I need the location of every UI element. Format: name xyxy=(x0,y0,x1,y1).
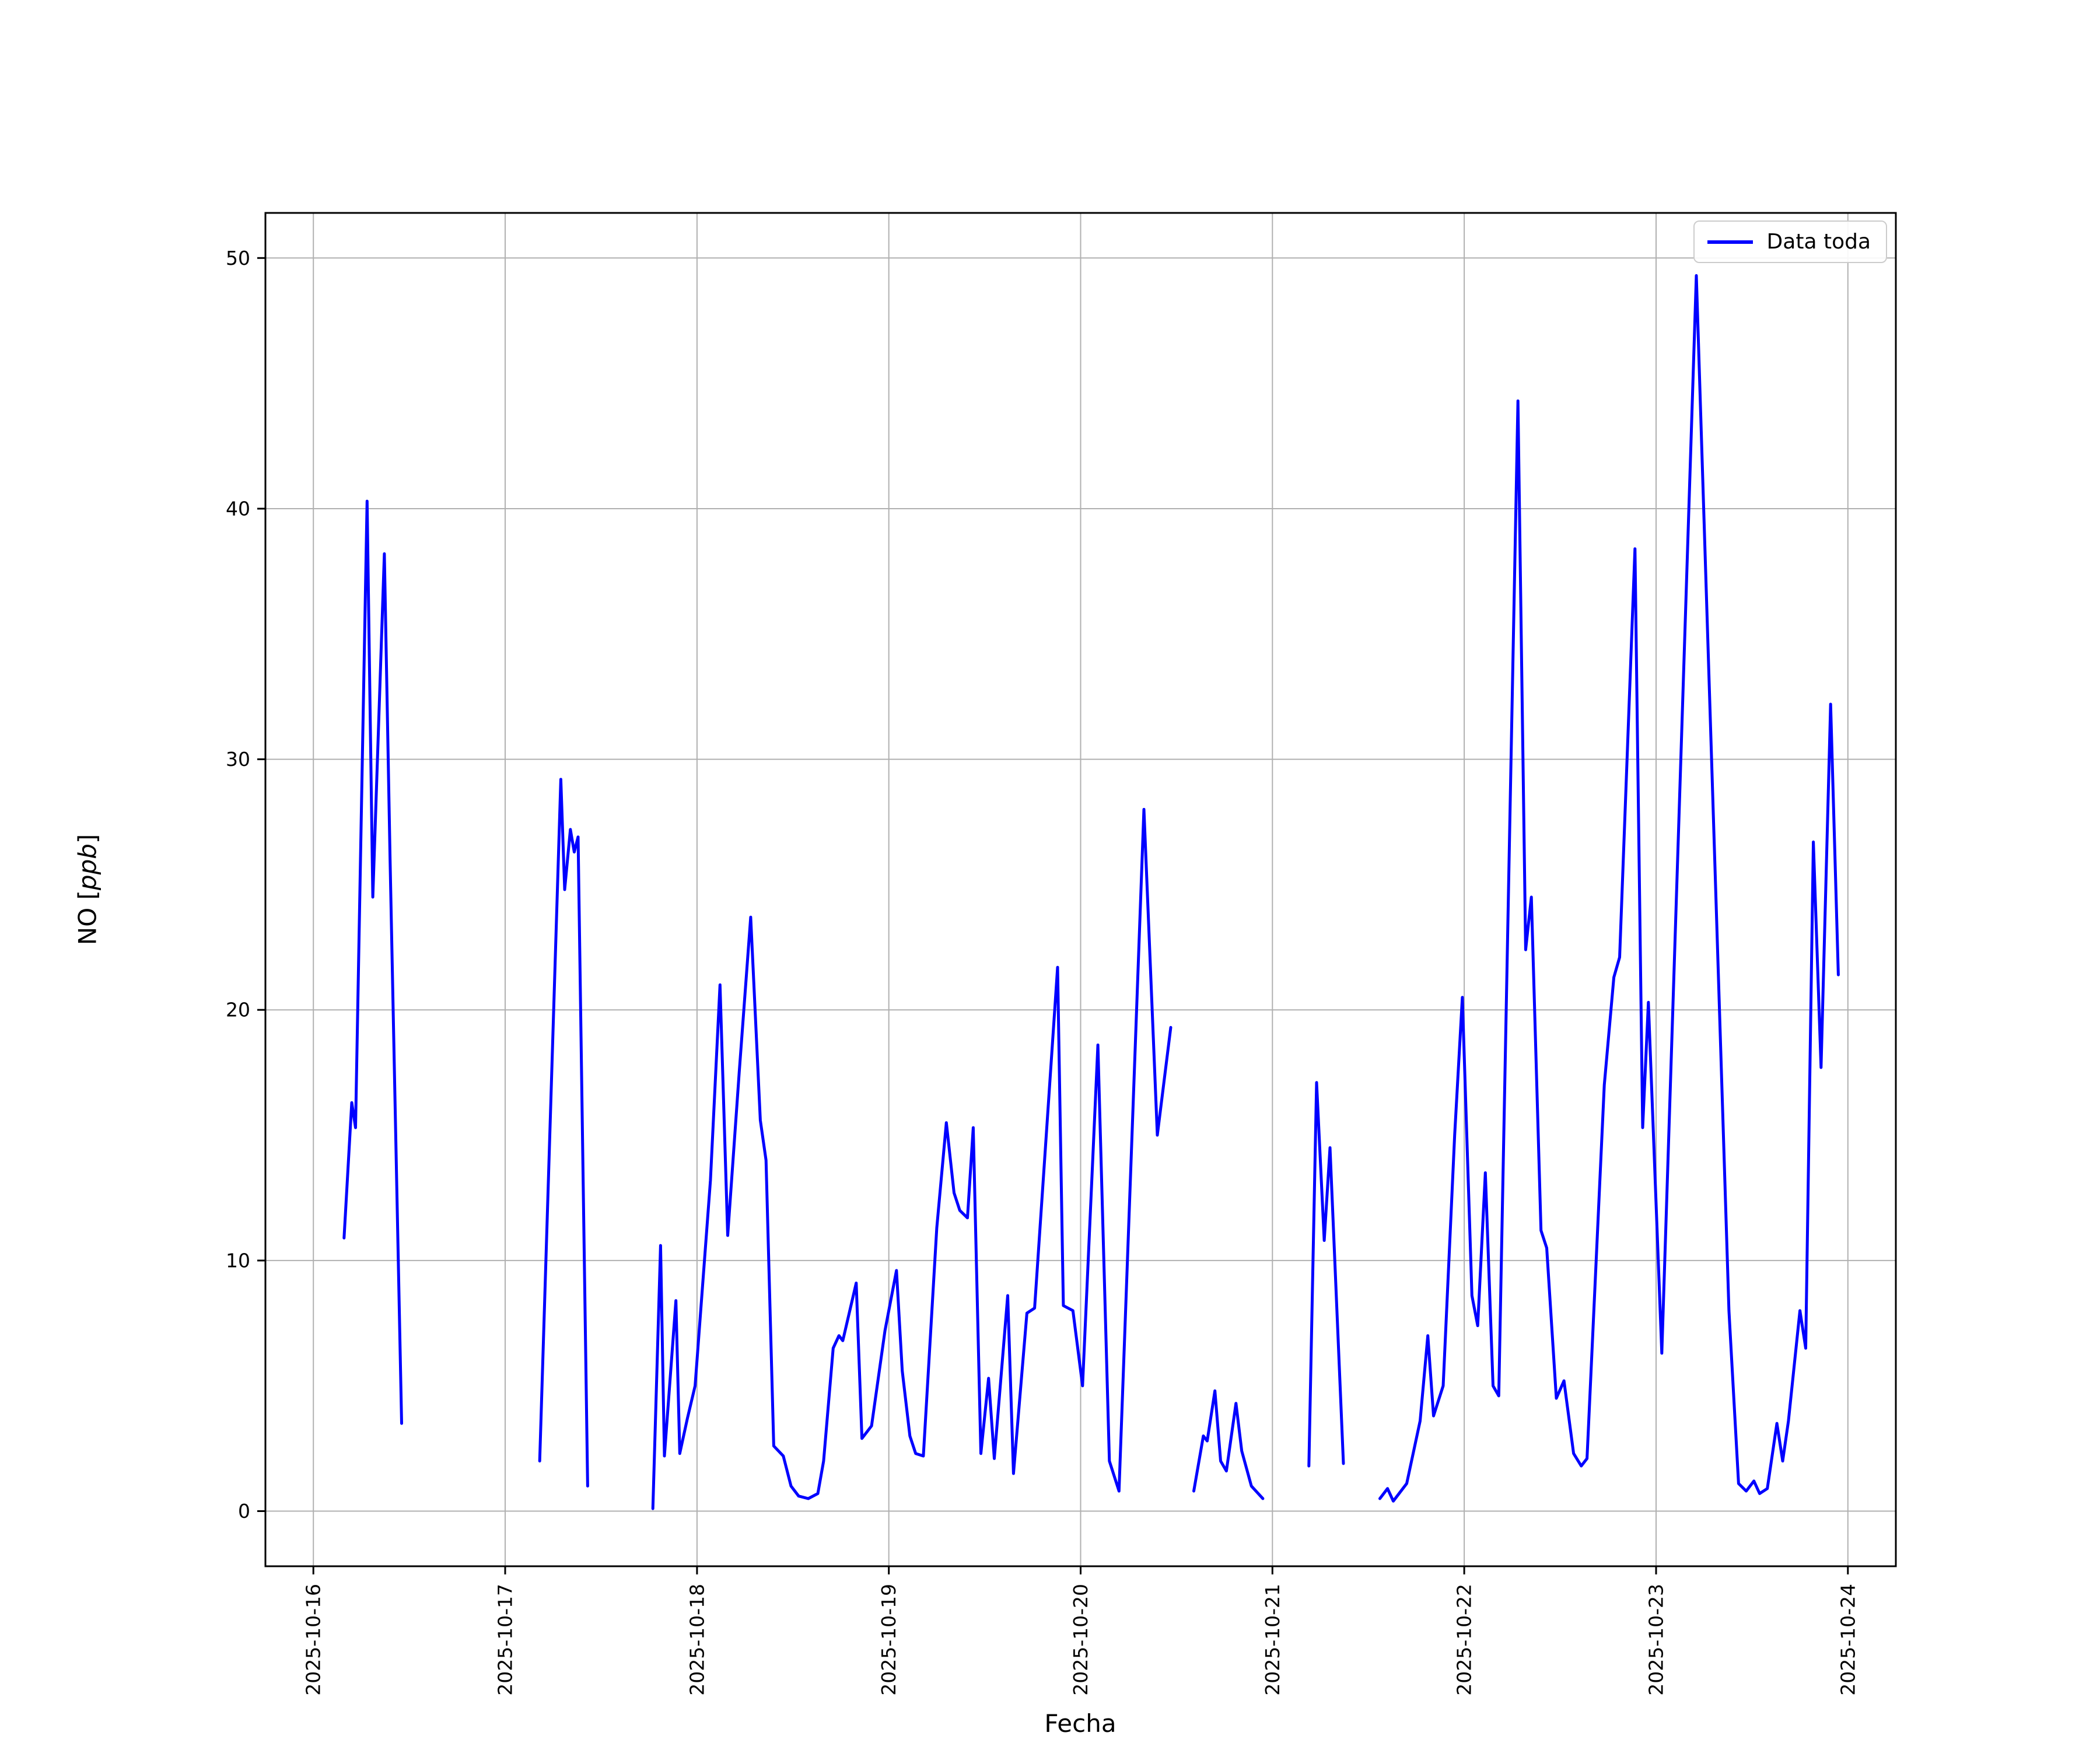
y-axis-label-prefix: NO [ xyxy=(73,890,102,946)
series-line xyxy=(342,499,403,1425)
x-tick-label: 2025-10-18 xyxy=(685,1584,708,1696)
y-tick-label: 10 xyxy=(226,1249,250,1272)
y-tick-label: 0 xyxy=(238,1500,250,1522)
legend-entry-label: Data toda xyxy=(1766,230,1871,254)
y-tick-label: 30 xyxy=(226,748,250,771)
series-line xyxy=(538,778,589,1488)
y-tick-label: 20 xyxy=(226,999,250,1021)
legend-line-swatch xyxy=(1707,240,1753,244)
x-tick-label: 2025-10-24 xyxy=(1836,1584,1859,1696)
series-line xyxy=(1378,274,1840,1503)
y-tick-label: 40 xyxy=(226,498,250,520)
y-axis-label-suffix: ] xyxy=(73,834,102,844)
x-axis-label: Fecha xyxy=(1044,1709,1116,1738)
series-line xyxy=(1307,1081,1345,1468)
x-tick-label: 2025-10-22 xyxy=(1453,1584,1476,1696)
x-tick-label: 2025-10-16 xyxy=(302,1584,325,1696)
series-line xyxy=(1192,1389,1265,1500)
y-tick-label: 50 xyxy=(226,247,250,270)
x-tick-label: 2025-10-23 xyxy=(1645,1584,1668,1696)
x-tick-label: 2025-10-19 xyxy=(877,1584,900,1696)
x-tick-label: 2025-10-20 xyxy=(1069,1584,1092,1696)
x-tick-label: 2025-10-17 xyxy=(494,1584,517,1696)
y-axis-label: NO [ppb] xyxy=(74,834,102,946)
legend: Data toda xyxy=(1693,220,1887,263)
x-tick-label: 2025-10-21 xyxy=(1261,1584,1284,1696)
series-line xyxy=(651,808,1172,1510)
y-axis-label-math: ppb xyxy=(73,844,102,891)
